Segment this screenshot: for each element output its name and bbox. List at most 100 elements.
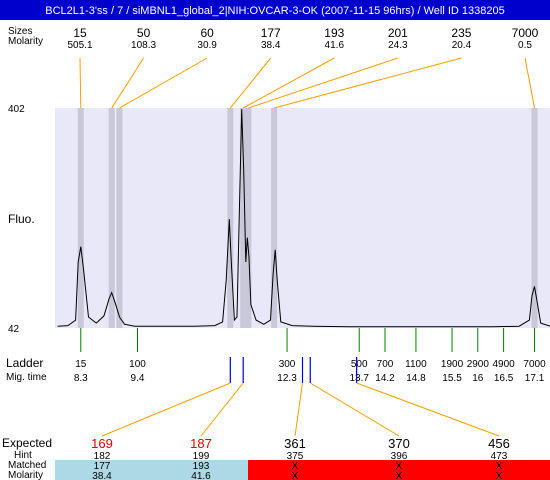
- peak-band: [245, 108, 252, 328]
- peak-size-label: 201: [388, 26, 408, 40]
- hint-value: 375: [287, 451, 304, 462]
- title-bar: [0, 0, 550, 20]
- peak-band: [271, 108, 278, 328]
- expected-value: 187: [190, 436, 212, 451]
- ladder-time-label: 14.8: [406, 373, 426, 384]
- peak-bands: [77, 108, 538, 328]
- peak-band: [531, 108, 538, 328]
- ladder-time-label: 12.3: [277, 373, 297, 384]
- ladder-size-label: 1900: [441, 359, 464, 370]
- peak-size-label: 7000: [512, 26, 539, 40]
- ladder-size-label: 100: [129, 359, 146, 370]
- peak-band: [108, 108, 115, 328]
- peak-connector: [248, 57, 399, 109]
- ladder-size-label: 1100: [405, 359, 427, 370]
- expected-value: 169: [91, 436, 113, 451]
- ladder-size-label: 500: [351, 359, 368, 370]
- molarity-value: X: [292, 471, 299, 480]
- peak-connector: [524, 57, 536, 109]
- peak-molarity-label: 108.3: [131, 40, 156, 51]
- matched-value: X: [292, 461, 299, 472]
- peak-connector: [119, 57, 208, 109]
- expected-label: Expected: [2, 436, 52, 450]
- ladder-size-label: 2900: [467, 359, 490, 370]
- ladder-size-label: 700: [377, 359, 394, 370]
- y-tick-bottom: 42: [8, 324, 20, 335]
- chart-title: BCL2L1-3'ss / 7 / siMBNL1_global_2|NIH:O…: [45, 5, 504, 17]
- expected-connector: [309, 382, 400, 437]
- peak-connector: [229, 57, 272, 109]
- matched-ok-bar: [55, 460, 248, 480]
- mig-time-label: Mig. time: [6, 372, 47, 383]
- ladder-time-label: 17.1: [525, 373, 545, 384]
- peak-molarity-label: 30.9: [197, 40, 217, 51]
- expected-value: 370: [388, 436, 410, 451]
- y-axis-label: Fluo.: [8, 212, 35, 226]
- molarity-value: 41.6: [191, 471, 211, 480]
- expected-connector: [200, 382, 244, 437]
- ladder-time-label: 16.5: [494, 373, 514, 384]
- peak-molarity-label: 0.5: [518, 40, 532, 51]
- ladder-size-label: 15: [75, 359, 87, 370]
- peak-size-label: 60: [200, 26, 214, 40]
- peak-molarity-label: 24.3: [388, 40, 408, 51]
- ladder-time-label: 9.4: [131, 373, 145, 384]
- ladder-time-label: 13.7: [349, 373, 369, 384]
- peak-molarity-label: 20.4: [452, 40, 472, 51]
- matched-label: Matched: [8, 460, 46, 471]
- hint-value: 199: [193, 451, 210, 462]
- ladder-label: Ladder: [6, 356, 43, 370]
- ladder-time-label: 15.5: [442, 373, 462, 384]
- peak-band: [227, 108, 234, 328]
- ladder-time-label: 14.2: [375, 373, 395, 384]
- ladder-size-label: 300: [279, 359, 296, 370]
- molarity-value: 38.4: [92, 471, 112, 480]
- peak-size-label: 15: [73, 26, 87, 40]
- molarity-row-label: Molarity: [8, 36, 43, 47]
- plot-area: [55, 108, 550, 328]
- ladder-markers: 15 8.3 100 9.4 300 12.3 500 13.7 700 14.2 1100 14.8…: [74, 328, 546, 384]
- peak-molarity-label: 505.1: [67, 40, 92, 51]
- ladder-time-label: 16: [472, 373, 484, 384]
- peak-connector: [111, 57, 144, 109]
- ladder-size-label: 4900: [492, 359, 515, 370]
- expected-connector: [356, 382, 500, 437]
- peak-connector: [79, 57, 82, 109]
- matched-value: 193: [193, 461, 210, 472]
- molarity-value: X: [396, 471, 403, 480]
- hint-value: 396: [391, 451, 408, 462]
- peak-size-label: 177: [261, 26, 281, 40]
- hint-value: 182: [94, 451, 111, 462]
- peak-molarity-label: 41.6: [325, 40, 345, 51]
- peak-size-label: 193: [324, 26, 344, 40]
- peak-size-label: 235: [451, 26, 471, 40]
- peak-size-label: 50: [137, 26, 151, 40]
- expected-value: 361: [284, 436, 306, 451]
- expected-sizes: 16918217738.418719919341.6361375XX370396…: [55, 357, 550, 480]
- matched-fail-bar: [248, 460, 550, 480]
- peak-connector: [274, 57, 462, 109]
- matched-value: 177: [94, 461, 111, 472]
- ladder-size-label: 7000: [523, 359, 546, 370]
- expected-connector: [101, 382, 231, 437]
- peak-band: [77, 108, 84, 328]
- size-connectors: [79, 57, 536, 109]
- sizes-row-label: Sizes: [8, 26, 32, 37]
- expected-value: 456: [488, 436, 510, 451]
- ladder-time-label: 8.3: [74, 373, 88, 384]
- matched-value: X: [496, 461, 503, 472]
- peak-molarity-label: 38.4: [261, 40, 281, 51]
- molarity-value: X: [496, 471, 503, 480]
- hint-value: 473: [491, 451, 508, 462]
- y-tick-top: 402: [8, 104, 25, 115]
- hint-label: Hint: [14, 450, 32, 461]
- peak-band: [240, 108, 247, 328]
- expected-connector: [294, 382, 303, 437]
- matched-value: X: [396, 461, 403, 472]
- fluorescence-trace: [57, 109, 550, 328]
- molarity-bottom-label: Molarity: [8, 470, 43, 480]
- peak-connector: [242, 57, 335, 109]
- peak-band: [116, 108, 123, 328]
